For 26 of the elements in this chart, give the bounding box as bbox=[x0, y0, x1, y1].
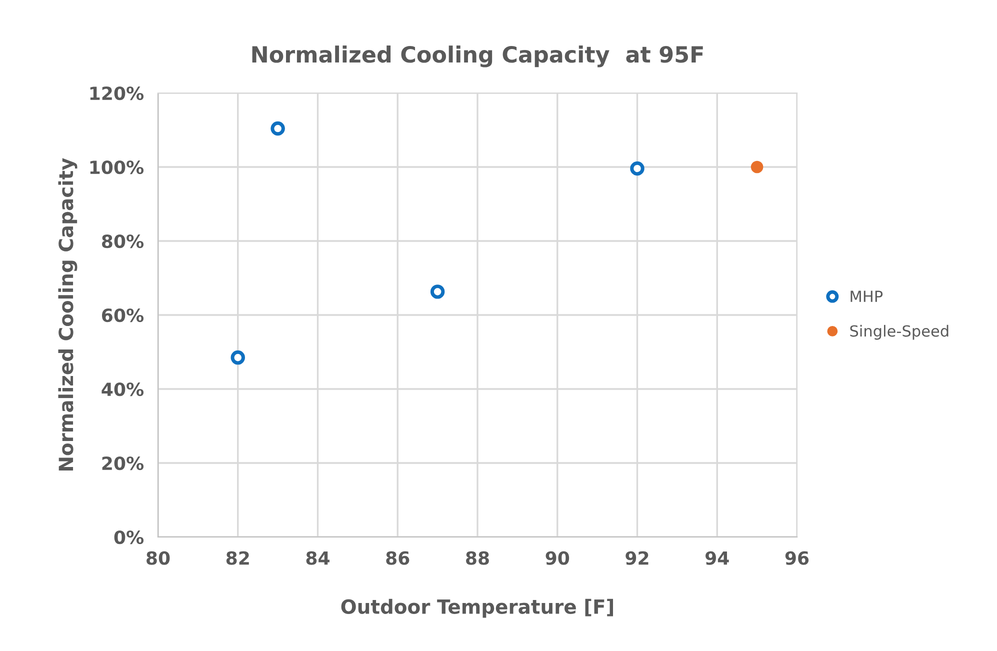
y-axis-title: Normalized Cooling Capacity bbox=[58, 158, 78, 470]
x-tick-label: 90 bbox=[546, 551, 570, 565]
point bbox=[230, 350, 245, 365]
chart-title: Normalized Cooling Capacity at 95F bbox=[252, 46, 703, 68]
x-tick-label: 84 bbox=[306, 551, 330, 565]
point bbox=[750, 160, 764, 174]
x-tick-label: 82 bbox=[226, 551, 249, 565]
y-tick-label: 0% bbox=[114, 530, 144, 544]
legend-label: Single-Speed bbox=[850, 324, 948, 340]
x-tick-label: 96 bbox=[785, 551, 809, 565]
y-tick-label: 60% bbox=[102, 308, 144, 322]
y-tick-label: 80% bbox=[102, 234, 144, 248]
point bbox=[430, 284, 445, 299]
x-axis-title: Outdoor Temperature [F] bbox=[341, 598, 614, 618]
x-tick-label: 92 bbox=[626, 551, 648, 565]
point bbox=[630, 161, 644, 176]
y-tick-label: 40% bbox=[102, 382, 144, 396]
x-tick-label: 88 bbox=[466, 551, 489, 565]
x-tick-label: 94 bbox=[705, 551, 729, 565]
x-tick-label: 80 bbox=[146, 551, 170, 565]
x-tick-label: 86 bbox=[386, 551, 410, 565]
y-tick-label: 100% bbox=[90, 160, 144, 174]
y-tick-label: 120% bbox=[90, 86, 144, 100]
point bbox=[270, 121, 285, 136]
legend-label: MHP bbox=[850, 290, 883, 302]
y-tick-label: 20% bbox=[102, 456, 144, 470]
